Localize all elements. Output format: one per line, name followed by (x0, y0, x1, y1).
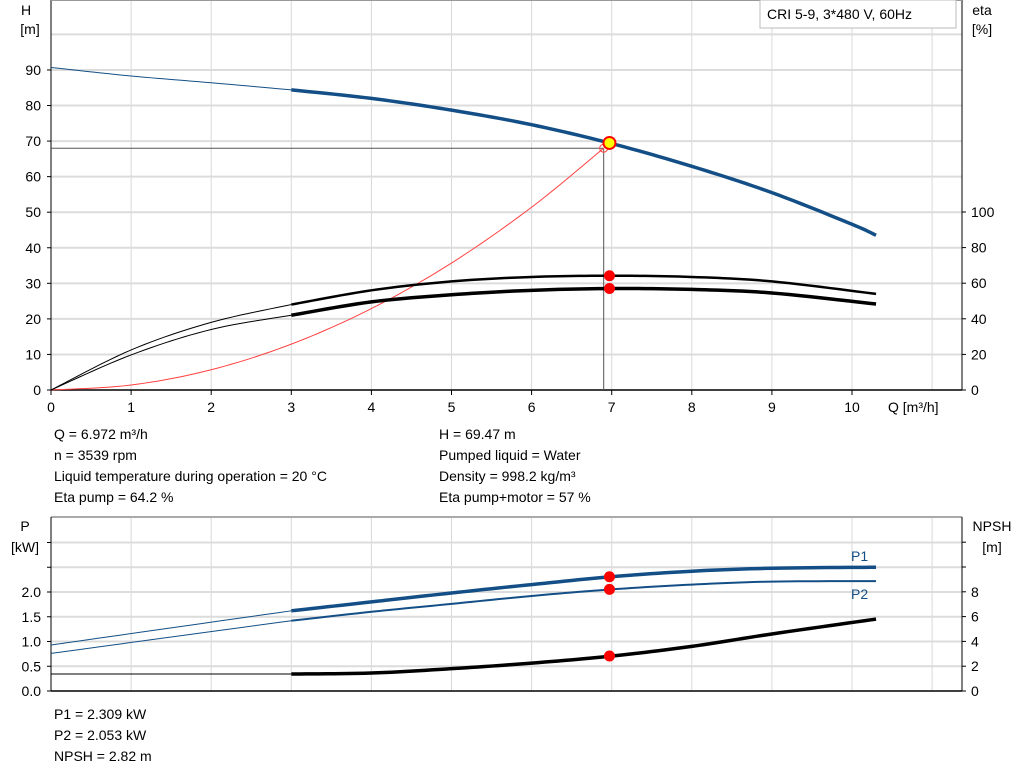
y-tick-label: 50 (25, 204, 41, 220)
p1-extrapolated (50, 610, 292, 646)
chart-title: CRI 5-9, 3*480 V, 60Hz (767, 6, 912, 22)
y-tick-label: 60 (25, 169, 41, 185)
p-axis-label: P (20, 518, 29, 534)
npsh-axis-unit: [m] (982, 539, 1001, 555)
npsh-point (603, 650, 615, 662)
y-tick-label: 0 (33, 382, 41, 398)
info-q: Q = 6.972 m³/h (54, 426, 148, 442)
info-temp: Liquid temperature during operation = 20… (54, 468, 327, 484)
duty-point (602, 135, 617, 150)
p1-point (603, 571, 615, 583)
y-tick-label: 40 (25, 240, 41, 256)
eta-pump-motor-point (603, 283, 615, 295)
npsh-tick-label: 8 (971, 584, 979, 600)
npsh-tick-label: 2 (971, 658, 979, 674)
x-tick-label: 4 (368, 399, 376, 415)
p1-label: P1 (851, 548, 868, 564)
info-p2: P2 = 2.053 kW (54, 727, 147, 743)
y-tick-label: 90 (25, 62, 41, 78)
info-eta-pump-motor: Eta pump+motor = 57 % (439, 489, 591, 505)
title-box (759, 0, 957, 29)
npsh-axis-label: NPSH (973, 518, 1012, 534)
eta-pump-motor-extrapolated (50, 314, 292, 391)
eta-pump-point (603, 270, 615, 282)
p-tick-label: 2.0 (22, 584, 42, 600)
y2-axis-unit: [%] (972, 21, 992, 37)
x-tick-label: 1 (127, 399, 135, 415)
eta-pump-motor-curve (291, 286, 877, 317)
y-axis-label: H (21, 2, 31, 18)
x-tick-label: 10 (844, 399, 860, 415)
npsh-tick-label: 4 (971, 633, 979, 649)
info-h: H = 69.47 m (439, 426, 516, 442)
p2-curve (291, 580, 877, 622)
p2-point (603, 583, 615, 595)
p2-extrapolated (50, 620, 292, 654)
info-liquid: Pumped liquid = Water (439, 447, 581, 463)
head-curve (291, 88, 877, 237)
p1-curve (291, 565, 877, 613)
x-tick-label: 6 (528, 399, 536, 415)
info-density: Density = 998.2 kg/m³ (439, 468, 576, 484)
info-eta-pump: Eta pump = 64.2 % (54, 489, 174, 505)
p-tick-label: 1.5 (22, 609, 42, 625)
y-tick-label: 20 (25, 311, 41, 327)
x-axis-label: Q [m³/h] (888, 399, 939, 415)
y-tick-label: 70 (25, 133, 41, 149)
y2-tick-label: 60 (971, 275, 987, 291)
y2-tick-label: 40 (971, 311, 987, 327)
info-right: H = 69.47 m Pumped liquid = Water Densit… (439, 424, 591, 508)
x-tick-label: 9 (768, 399, 776, 415)
npsh-tick-label: 0 (971, 683, 979, 699)
p-tick-label: 0.0 (22, 683, 42, 699)
info-left: Q = 6.972 m³/h n = 3539 rpm Liquid tempe… (54, 424, 327, 508)
head-extrapolated (50, 66, 292, 91)
x-tick-label: 7 (608, 399, 616, 415)
eta-pump-extrapolated (50, 304, 292, 391)
y-tick-label: 30 (25, 275, 41, 291)
x-tick-label: 3 (287, 399, 295, 415)
npsh-tick-label: 6 (971, 609, 979, 625)
x-tick-label: 2 (207, 399, 215, 415)
y2-tick-label: 0 (971, 382, 979, 398)
x-tick-label: 8 (688, 399, 696, 415)
y2-axis-label: eta (972, 2, 992, 18)
x-tick-label: 0 (47, 399, 55, 415)
y2-tick-label: 20 (971, 346, 987, 362)
p-tick-label: 1.0 (22, 634, 42, 650)
system-curve (50, 147, 605, 391)
x-tick-label: 5 (448, 399, 456, 415)
info-p1: P1 = 2.309 kW (54, 706, 147, 722)
y2-tick-label: 100 (971, 204, 995, 220)
info-npsh: NPSH = 2.82 m (54, 748, 152, 764)
y-axis-unit: [m] (20, 21, 39, 37)
p-axis-unit: [kW] (11, 539, 39, 555)
p-tick-label: 0.5 (22, 658, 42, 674)
p2-label: P2 (851, 586, 868, 602)
npsh-curve (291, 617, 877, 676)
y2-tick-label: 80 (971, 240, 987, 256)
y-tick-label: 80 (25, 98, 41, 114)
y-tick-label: 10 (25, 346, 41, 362)
info-n: n = 3539 rpm (54, 447, 137, 463)
eta-pump-curve (291, 274, 877, 306)
info-bottom: P1 = 2.309 kW P2 = 2.053 kW NPSH = 2.82 … (54, 704, 152, 767)
